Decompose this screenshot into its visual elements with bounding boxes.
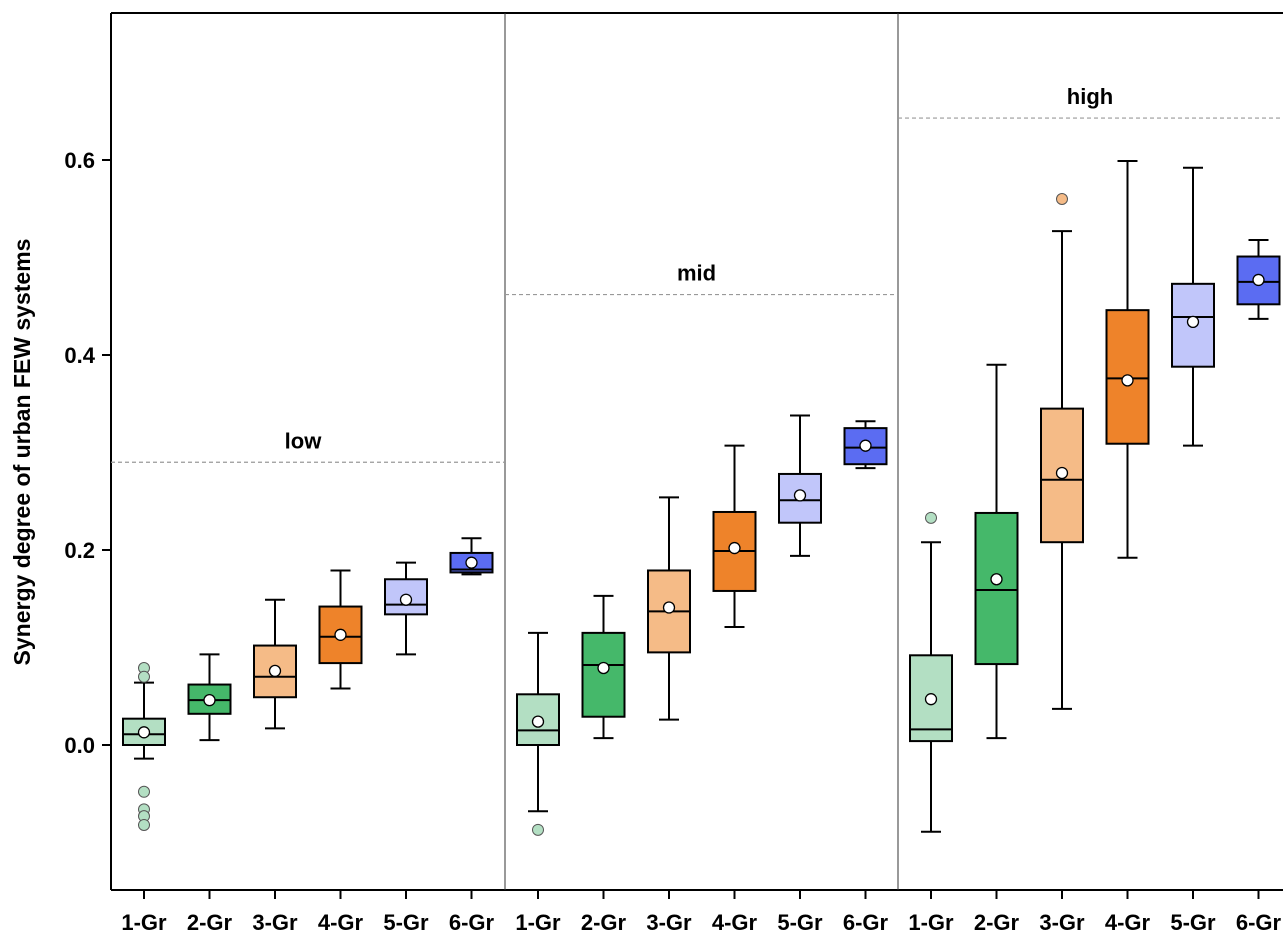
x-tick-label: 2-Gr — [187, 910, 233, 931]
box-mid-3-Gr: 3-Gr — [646, 496, 692, 931]
mean-marker — [924, 693, 938, 706]
mean-marker — [334, 628, 347, 641]
box-low-2-Gr: 2-Gr — [187, 653, 233, 931]
panel-label: high — [1067, 84, 1113, 109]
box-high-1-Gr: 1-Gr — [908, 511, 954, 931]
box-high-2-Gr: 2-Gr — [974, 363, 1020, 931]
box-iqr — [1040, 407, 1084, 544]
mean-marker — [1186, 315, 1200, 329]
box-low-1-Gr: 1-Gr — [121, 661, 167, 931]
box-mid-2-Gr: 2-Gr — [581, 594, 627, 931]
x-tick-label: 5-Gr — [777, 910, 823, 931]
x-tick-label: 1-Gr — [121, 910, 167, 931]
x-tick-label: 1-Gr — [908, 910, 954, 931]
box-mid-4-Gr: 4-Gr — [712, 444, 758, 931]
box-iqr — [974, 511, 1019, 666]
x-tick-label: 6-Gr — [449, 910, 495, 931]
panel-mid: mid 1-Gr 2-Gr 3-Gr 4-Gr 5-Gr 6-Gr — [505, 261, 898, 931]
mean-marker — [1055, 466, 1069, 480]
box-low-4-Gr: 4-Gr — [318, 569, 364, 931]
x-tick-label: 5-Gr — [383, 910, 429, 931]
y-tick-label: 0.4 — [64, 343, 95, 368]
box-low-5-Gr: 5-Gr — [383, 561, 429, 931]
box-high-6-Gr: 6-Gr — [1236, 238, 1282, 931]
mean-marker — [728, 541, 741, 555]
x-tick-label: 6-Gr — [1236, 910, 1282, 931]
x-tick-label: 1-Gr — [515, 910, 561, 931]
panel-label: mid — [677, 261, 716, 286]
mean-marker — [1121, 374, 1134, 387]
panel-low: low 1-Gr 2-Gr 3-Gr 4-Gr 5-Gr 6-Gr — [111, 428, 505, 931]
box-mid-6-Gr: 6-Gr — [843, 420, 889, 931]
box-mid-5-Gr: 5-Gr — [777, 414, 823, 931]
box-high-3-Gr: 3-Gr — [1039, 193, 1085, 931]
mean-marker — [990, 573, 1003, 586]
x-tick-label: 3-Gr — [646, 910, 692, 931]
outlier-point — [138, 670, 150, 683]
mean-marker — [859, 439, 872, 452]
outlier-point — [138, 818, 150, 831]
box-low-3-Gr: 3-Gr — [252, 598, 298, 931]
outlier-point — [532, 823, 544, 836]
x-tick-label: 2-Gr — [581, 910, 627, 931]
outlier-point — [1056, 193, 1068, 205]
y-axis-title: Synergy degree of urban FEW systems — [9, 239, 35, 666]
panel-label: low — [285, 428, 323, 453]
outlier-point — [138, 785, 150, 798]
box-iqr — [581, 631, 626, 718]
mean-marker — [203, 694, 216, 707]
mean-marker — [399, 593, 413, 606]
x-tick-label: 3-Gr — [252, 910, 298, 931]
y-tick-label: 0.6 — [64, 148, 95, 173]
x-tick-label: 6-Gr — [843, 910, 889, 931]
box-mid-1-Gr: 1-Gr — [515, 631, 561, 931]
x-tick-label: 5-Gr — [1170, 910, 1216, 931]
box-low-6-Gr: 6-Gr — [449, 537, 495, 931]
mean-marker — [793, 489, 807, 502]
x-tick-label: 2-Gr — [974, 910, 1020, 931]
y-tick-label: 0.2 — [64, 538, 95, 563]
mean-marker — [465, 556, 478, 569]
mean-marker — [597, 661, 610, 675]
panel-high: high 1-Gr 2-Gr 3-Gr 4-Gr 5-Gr 6-Gr — [898, 84, 1283, 931]
mean-marker — [531, 715, 545, 728]
mean-marker — [1252, 273, 1265, 287]
box-iqr — [1105, 309, 1150, 445]
x-tick-label: 4-Gr — [712, 910, 758, 931]
x-tick-label: 4-Gr — [318, 910, 364, 931]
x-tick-label: 4-Gr — [1105, 910, 1151, 931]
box-high-5-Gr: 5-Gr — [1170, 166, 1216, 931]
mean-marker — [662, 601, 676, 614]
box-high-4-Gr: 4-Gr — [1105, 159, 1151, 931]
y-tick-label: 0.0 — [64, 733, 95, 758]
mean-marker — [137, 726, 151, 739]
outlier-point — [925, 511, 937, 524]
mean-marker — [268, 664, 282, 678]
x-tick-label: 3-Gr — [1039, 910, 1085, 931]
